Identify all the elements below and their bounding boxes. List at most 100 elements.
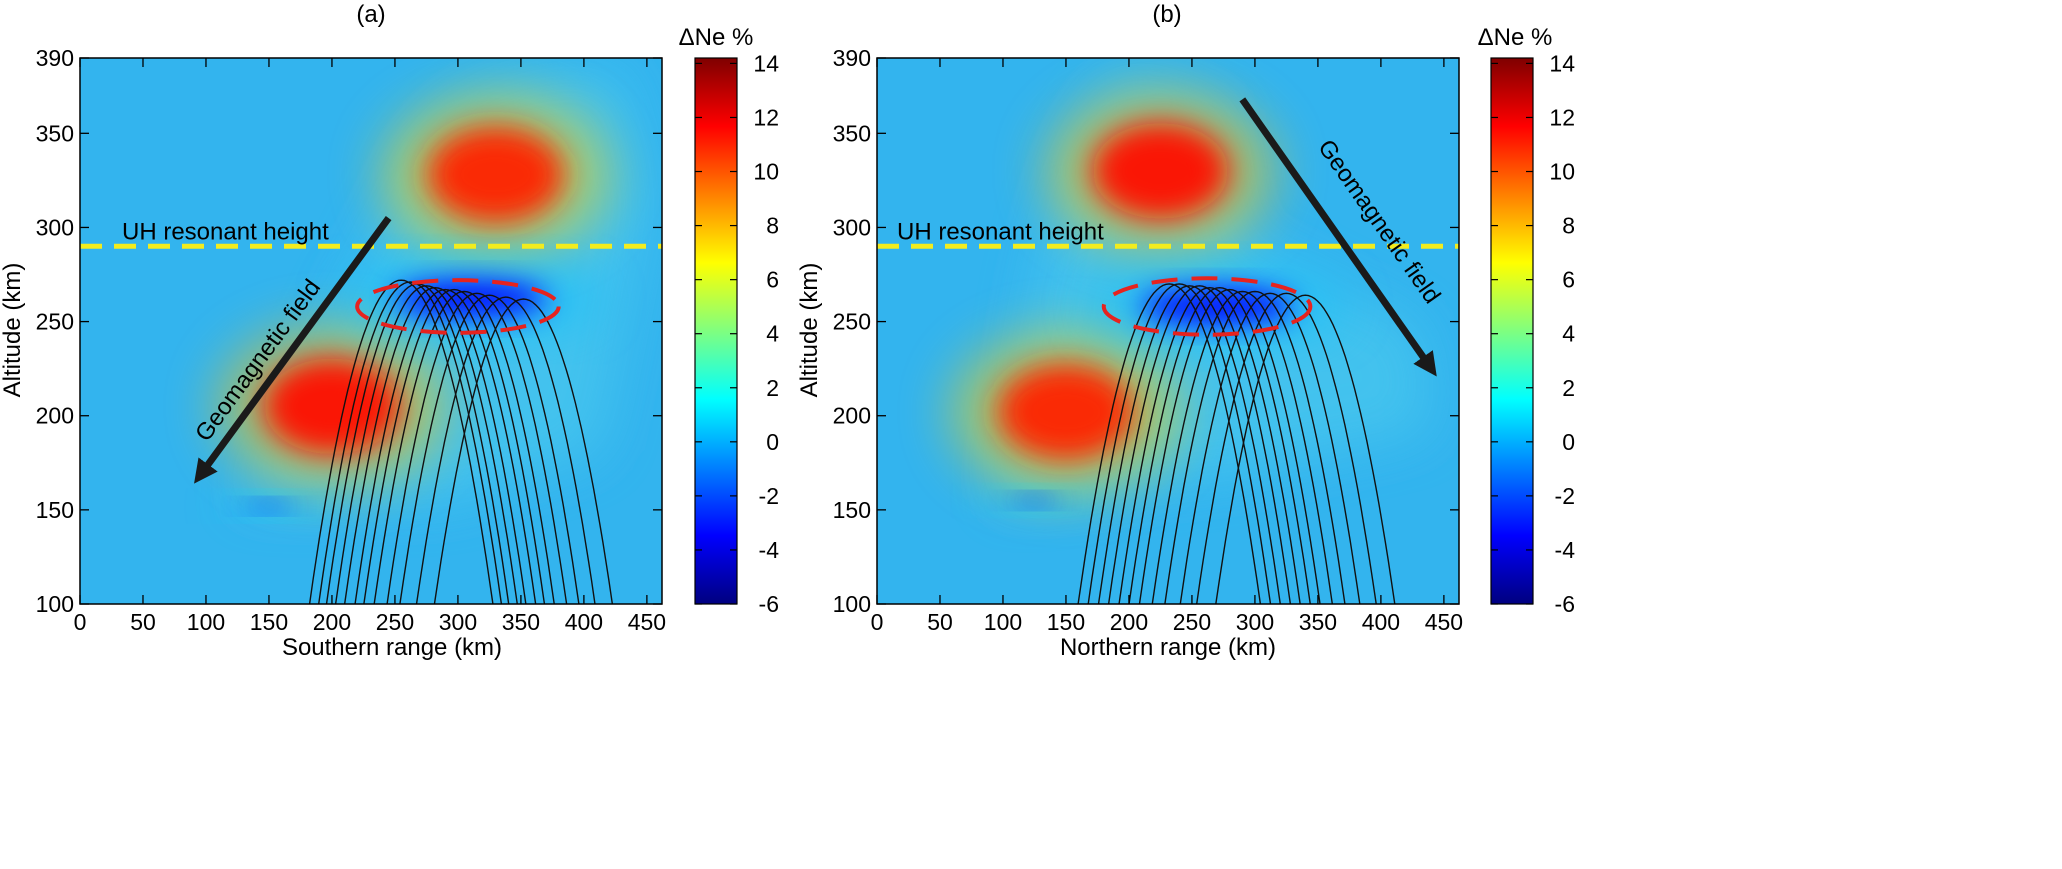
x-tick-label: 200 (1110, 609, 1148, 635)
y-tick-label: 250 (36, 309, 74, 335)
ray-path (415, 296, 596, 604)
x-tick-label: 350 (1299, 609, 1337, 635)
ray-path (373, 290, 555, 604)
x-tick-label: 400 (1362, 609, 1400, 635)
ray-path (1128, 286, 1311, 604)
colorbar-tick-label: 8 (766, 213, 779, 239)
ray-paths (1077, 283, 1396, 604)
y-tick-label: 250 (833, 309, 871, 335)
colorbar-tick-label: 2 (766, 375, 779, 401)
depletion-ellipse (1101, 276, 1313, 337)
colorbar-tick-label: 6 (1562, 267, 1575, 293)
colorbar-tick-label: -6 (759, 591, 779, 617)
y-tick-label: 200 (36, 403, 74, 429)
x-tick-label: 50 (130, 609, 156, 635)
ray-path (363, 288, 546, 604)
colorbar-tick-label: 6 (766, 267, 779, 293)
colorbar-tick-label: 2 (1562, 375, 1575, 401)
ray-path (1087, 283, 1272, 604)
x-tick-label: 50 (927, 609, 953, 635)
heatmap-core (427, 126, 564, 223)
colorbar: ΔNe % 14 12 10 8 6 4 2 0 -2 -4 -6 (679, 24, 780, 617)
heatmap-core (1092, 122, 1229, 219)
colorbar-tick-label: 0 (766, 429, 779, 455)
colorbar-tick-label: 14 (1549, 50, 1575, 76)
x-axis: 0 50 100 150 200 250 300 350 400 450 (871, 58, 1463, 635)
plot-frame (876, 57, 1460, 605)
ray-path (1118, 286, 1301, 604)
x-tick-label: 200 (313, 609, 351, 635)
ray-path (386, 292, 568, 604)
colorbar-tick-label: 10 (1549, 159, 1575, 185)
y-tick-label: 100 (36, 591, 74, 617)
colorbar-tick-label: 12 (753, 104, 779, 130)
x-axis: 0 50 100 150 200 250 300 350 400 450 (74, 58, 666, 635)
colorbar-label: ΔNe % (679, 24, 754, 51)
colorbar: ΔNe % 14 12 10 8 6 4 2 0 -2 -4 -6 (1478, 24, 1576, 617)
colorbar-gradient (1490, 57, 1534, 605)
heatmap (80, 58, 662, 604)
x-tick-label: 0 (74, 609, 87, 635)
y-tick-label: 150 (833, 497, 871, 523)
y-axis: 100 150 200 250 300 350 390 (36, 45, 662, 617)
colorbar-tick-label: -4 (759, 537, 780, 563)
y-tick-label: 390 (833, 45, 871, 71)
x-tick-label: 300 (1236, 609, 1274, 635)
panel-a: (a) UH resonant height Geomagnetic field… (0, 1, 779, 661)
depletion-ellipse (355, 278, 561, 335)
ray-path (1215, 294, 1396, 604)
x-tick-label: 300 (439, 609, 477, 635)
geomagnetic-field-arrow (1239, 97, 1437, 377)
y-tick-label: 300 (833, 214, 871, 240)
x-tick-label: 150 (250, 609, 288, 635)
ray-path (433, 298, 614, 604)
x-tick-label: 0 (871, 609, 884, 635)
heatmap (877, 58, 1459, 604)
panel-label: (b) (1152, 1, 1181, 28)
x-tick-label: 400 (565, 609, 603, 635)
x-tick-label: 450 (1425, 609, 1463, 635)
colorbar-tick-label: 8 (1562, 213, 1575, 239)
ray-path (1097, 285, 1281, 604)
ray-path (317, 281, 503, 604)
y-tick-label: 390 (36, 45, 74, 71)
panel-b: (b) UH resonant height Geomagnetic field… (796, 1, 1575, 661)
x-tick-label: 450 (628, 609, 666, 635)
heatmap-core (243, 501, 295, 511)
colorbar-tick-label: -6 (1555, 591, 1575, 617)
y-axis: 100 150 200 250 300 350 390 (833, 45, 1459, 617)
ray-path (334, 285, 518, 604)
ray-path (1195, 292, 1377, 604)
x-axis-label: Southern range (km) (282, 634, 502, 661)
ray-path (354, 288, 537, 604)
x-axis-label: Northern range (km) (1060, 634, 1276, 661)
x-tick-label: 100 (984, 609, 1022, 635)
panel-label: (a) (356, 1, 385, 28)
ray-path (1107, 285, 1292, 604)
colorbar-tick-label: 4 (766, 321, 779, 347)
x-tick-label: 100 (187, 609, 225, 635)
colorbar-tick-label: 14 (753, 50, 779, 76)
y-tick-label: 350 (833, 120, 871, 146)
resonant-height-label: UH resonant height (897, 218, 1104, 245)
plot-frame (79, 57, 663, 605)
ray-paths (308, 279, 614, 604)
ray-path (399, 294, 580, 604)
colorbar-tick-label: 4 (1562, 321, 1575, 347)
colorbar-label: ΔNe % (1478, 24, 1553, 51)
ray-path (343, 286, 527, 604)
y-tick-label: 350 (36, 120, 74, 146)
colorbar-tick-label: 0 (1562, 429, 1575, 455)
y-tick-label: 150 (36, 497, 74, 523)
resonant-height-label: UH resonant height (122, 218, 329, 245)
y-tick-label: 300 (36, 214, 74, 240)
colorbar-tick-label: -2 (759, 483, 779, 509)
heatmap-core (1008, 495, 1061, 506)
geomagnetic-field-arrow (194, 215, 392, 484)
y-axis-label: Altitude (km) (796, 263, 823, 398)
x-tick-label: 250 (1173, 609, 1211, 635)
ray-path (1179, 292, 1361, 604)
ray-path (1138, 288, 1321, 604)
colorbar-tick-label: 12 (1549, 104, 1575, 130)
